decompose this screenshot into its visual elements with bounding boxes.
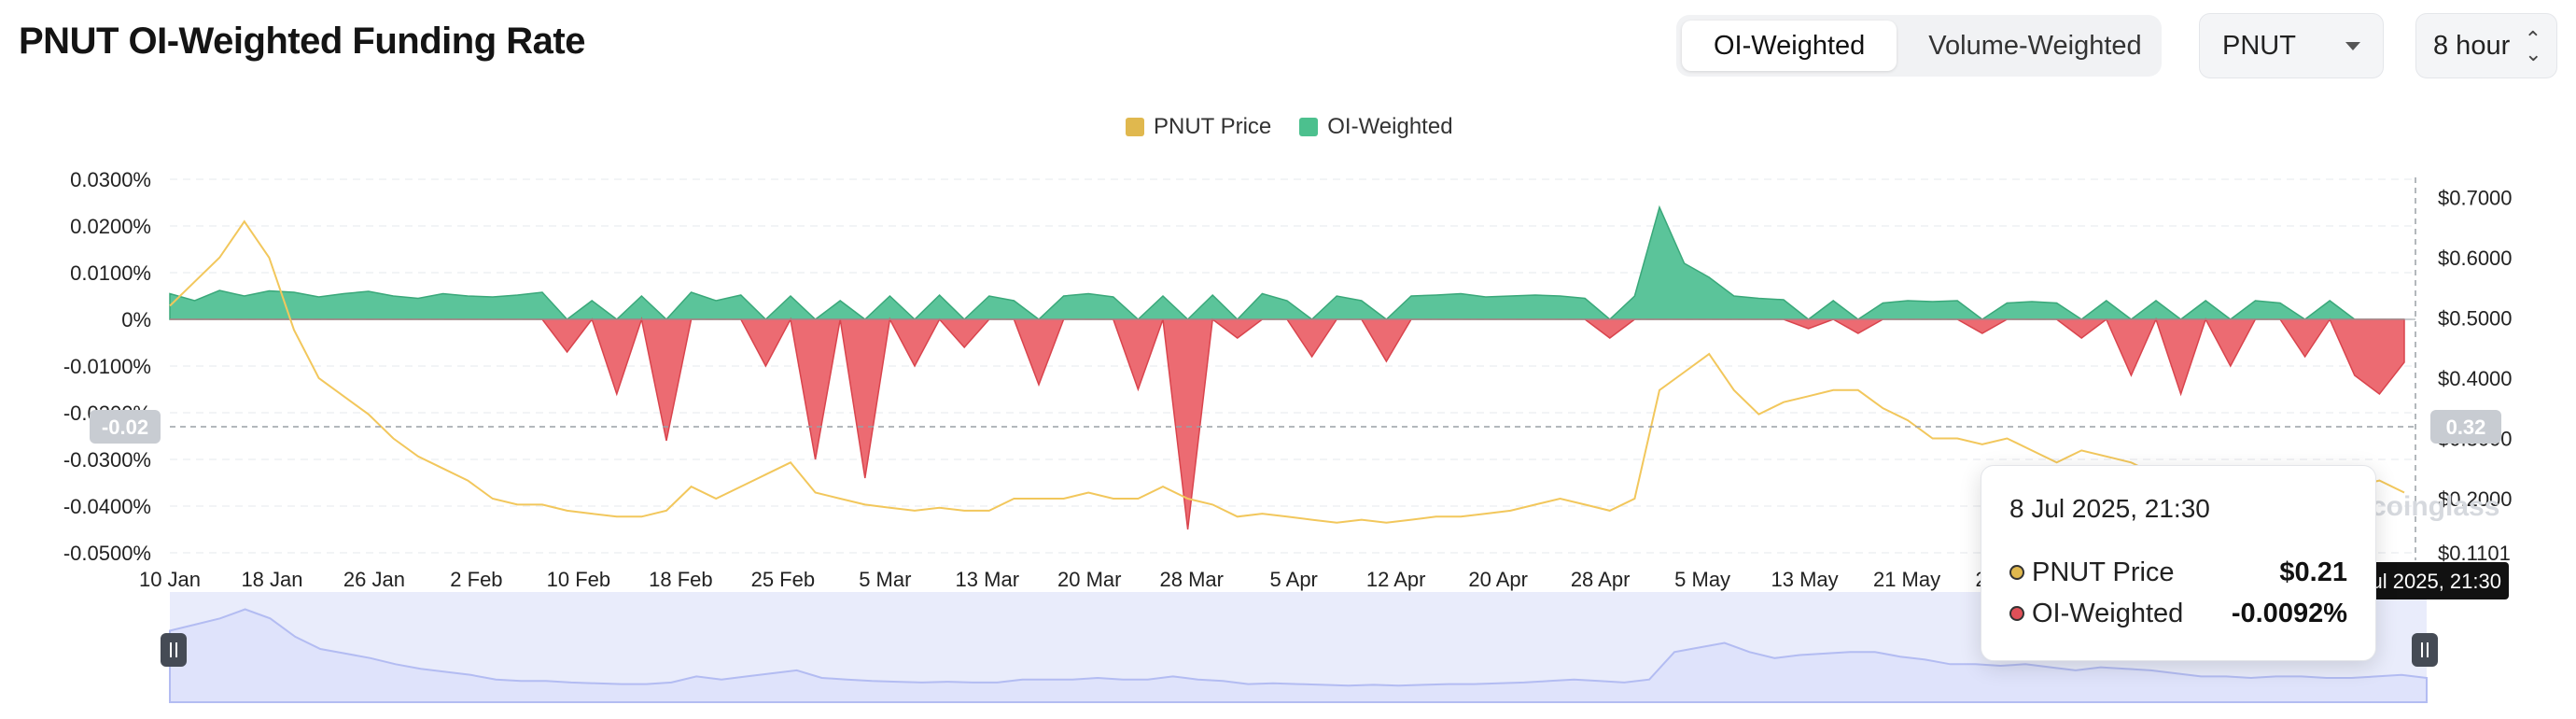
left-tick-label: 0% <box>121 308 151 331</box>
x-tick-label: 12 Apr <box>1366 568 1426 591</box>
x-tick-label: 28 Mar <box>1159 568 1223 591</box>
right-tick-label: $0.5000 <box>2438 306 2513 330</box>
legend-label-price: PNUT Price <box>1154 114 1272 139</box>
tooltip-row-oi: OI-Weighted -0.0092% <box>2009 593 2347 634</box>
left-tick-label: -0.0200% <box>63 402 151 425</box>
watermark-logo: coinglass <box>2371 491 2499 522</box>
legend-swatch-oi-weighted <box>1299 118 1319 136</box>
x-tick-label: 21 May <box>1873 568 1940 591</box>
oi-dot-icon <box>2009 606 2024 621</box>
left-tick-label: 0.0100% <box>70 261 151 285</box>
chart-legend: PNUT Price OI-Weighted <box>1126 114 1453 140</box>
legend-item-price[interactable]: PNUT Price <box>1126 114 1271 140</box>
interval-select[interactable]: 8 hour ⌃ ⌃ <box>2415 13 2557 78</box>
x-tick-label: 5 May <box>1674 568 1730 591</box>
left-tick-label: 0.0200% <box>70 215 151 238</box>
weighting-toggle: OI-Weighted Volume-Weighted <box>1676 15 2162 77</box>
x-tick-label: 18 Jan <box>241 568 302 591</box>
legend-item-oi-weighted[interactable]: OI-Weighted <box>1299 114 1453 140</box>
x-tick-label: 10 Feb <box>547 568 611 591</box>
chart-tooltip: 8 Jul 2025, 21:30 PNUT Price $0.21 OI-We… <box>1981 465 2376 661</box>
left-tick-label: -0.0300% <box>63 448 151 472</box>
right-tick-label: $0.3000 <box>2438 427 2513 450</box>
x-tick-label: 18 Feb <box>649 568 713 591</box>
cursor-right-badge <box>2430 410 2501 444</box>
x-tick-label: 5 Mar <box>859 568 911 591</box>
coin-select-value: PNUT <box>2222 30 2296 61</box>
right-tick-label: $0.6000 <box>2438 247 2513 270</box>
x-tick-label: 28 Apr <box>1571 568 1631 591</box>
coin-select[interactable]: PNUT <box>2199 13 2384 78</box>
tooltip-value-price: $0.21 <box>2279 557 2347 587</box>
right-axis: $0.7000 $0.6000 $0.5000 $0.4000 $0.3000 $0.20… <box>2438 186 2513 565</box>
left-tick-label: -0.0500% <box>63 542 151 565</box>
cursor-left-badge <box>90 410 161 444</box>
x-tick-label: 25 Feb <box>751 568 816 591</box>
tooltip-label-price: PNUT Price <box>2032 557 2175 587</box>
positive-funding-area <box>169 204 2404 321</box>
x-tick-label: 13 May <box>1771 568 1839 591</box>
page-title: PNUT OI-Weighted Funding Rate <box>19 21 585 62</box>
x-tick-label: 13 Mar <box>956 568 1019 591</box>
x-tick-label: 20 Apr <box>1468 568 1528 591</box>
up-down-chevron-icon: ⌃ ⌃ <box>2524 27 2541 65</box>
x-tick-label: 20 Mar <box>1057 568 1121 591</box>
right-tick-label: $0.7000 <box>2438 186 2513 209</box>
price-dot-icon <box>2009 565 2024 580</box>
tab-oi-weighted[interactable]: OI-Weighted <box>1682 21 1897 71</box>
left-axis: 0.0300%0.0200%0.0100%0%-0.0100%-0.0200%-… <box>63 168 151 565</box>
legend-label-oi-weighted: OI-Weighted <box>1327 114 1453 139</box>
legend-swatch-price <box>1126 118 1144 136</box>
right-tick-label: $0.4000 <box>2438 367 2513 390</box>
tooltip-value-oi: -0.0092% <box>2231 598 2347 628</box>
right-tick-label: $0.2000 <box>2438 487 2513 511</box>
tooltip-row-price: PNUT Price $0.21 <box>2009 552 2347 593</box>
x-axis: 10 Jan 18 Jan 26 Jan 2 Feb 10 Feb 18 Feb 25 Fe… <box>139 568 2136 591</box>
interval-select-value: 8 hour <box>2433 30 2511 61</box>
right-tick-label: $0.1101 <box>2438 542 2511 565</box>
x-tick-label: 2 Feb <box>450 568 502 591</box>
left-tick-label: -0.0100% <box>63 355 151 378</box>
cursor-x-badge <box>2371 562 2509 599</box>
left-tick-label: -0.0400% <box>63 495 151 518</box>
x-tick-label: 5 Apr <box>1270 568 1318 591</box>
cursor-right-label: 0.32 <box>2446 416 2486 439</box>
navigator-handle-right[interactable] <box>2412 633 2438 667</box>
x-tick-label: 10 Jan <box>139 568 201 591</box>
tooltip-date: 8 Jul 2025, 21:30 <box>2009 494 2210 523</box>
cursor-left-label: -0.02 <box>102 416 148 439</box>
tooltip-label-oi: OI-Weighted <box>2032 598 2184 628</box>
navigator-handle-left[interactable] <box>161 633 187 667</box>
chevron-down-icon <box>2345 41 2360 50</box>
left-tick-label: 0.0300% <box>70 168 151 191</box>
tab-volume-weighted[interactable]: Volume-Weighted <box>1928 31 2142 61</box>
x-tick-label: 26 Jan <box>343 568 405 591</box>
